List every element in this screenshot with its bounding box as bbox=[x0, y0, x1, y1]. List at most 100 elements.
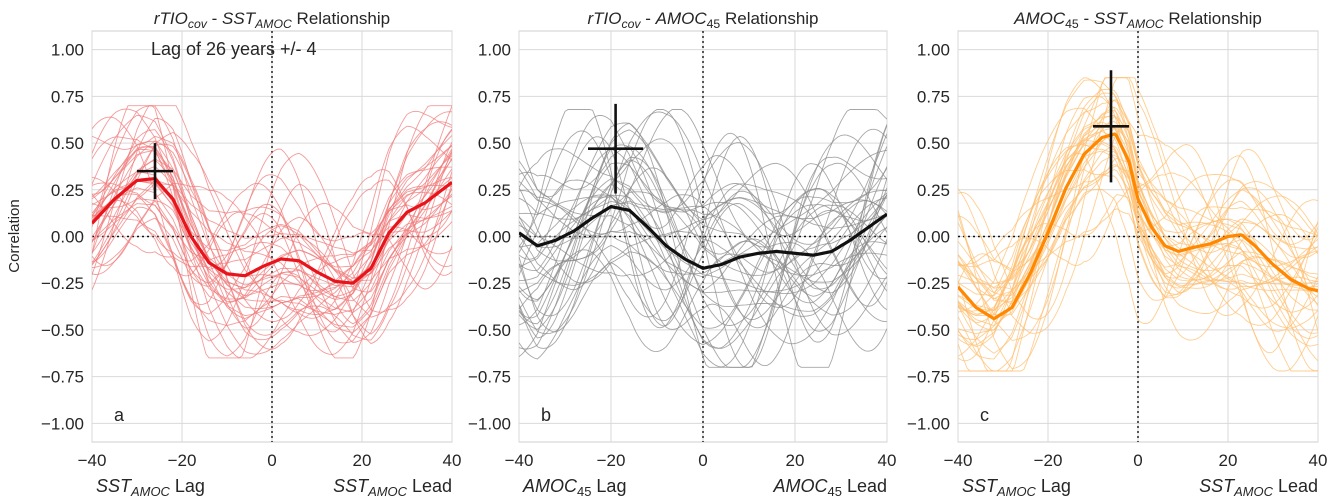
ensemble-member-line bbox=[92, 110, 452, 357]
ensemble-member-line bbox=[519, 192, 887, 295]
y-tick-label: 0.50 bbox=[51, 134, 84, 153]
panel-title-part: - bbox=[641, 9, 656, 28]
x-label-lag: AMOC45 Lag bbox=[522, 476, 626, 496]
panel-title-part: rTIO bbox=[154, 9, 188, 28]
ensemble-member-line bbox=[519, 109, 887, 353]
ensemble-member-line bbox=[92, 105, 452, 359]
y-tick-label: 0.50 bbox=[478, 134, 511, 153]
y-tick-label: −0.75 bbox=[468, 368, 511, 387]
y-tick-label: 1.00 bbox=[51, 41, 84, 60]
x-label-lag: SSTAMOC Lag bbox=[962, 476, 1071, 496]
y-tick-label: 1.00 bbox=[917, 41, 950, 60]
y-tick-label: −1.00 bbox=[468, 414, 511, 433]
ensemble-member-line bbox=[92, 140, 452, 323]
y-tick-label: −0.50 bbox=[41, 321, 84, 340]
x-label-lead-part: Lead bbox=[842, 476, 887, 496]
y-tick-label: −1.00 bbox=[41, 414, 84, 433]
panel-title-part: rTIO bbox=[587, 9, 621, 28]
ensemble-member-line bbox=[92, 146, 452, 302]
ensemble-member-line bbox=[92, 187, 452, 344]
panel-letter: a bbox=[114, 405, 125, 425]
ensemble-member-line bbox=[92, 157, 452, 328]
ensemble-mean-line bbox=[958, 132, 1318, 321]
x-label-lead-part: Lead bbox=[1273, 476, 1318, 496]
ensemble-member-line bbox=[519, 167, 887, 332]
y-tick-label: 0.25 bbox=[51, 181, 84, 200]
panel-title: rTIOcov - AMOC45 Relationship bbox=[587, 9, 818, 31]
ensemble-member-line bbox=[958, 106, 1318, 317]
ensemble-member-line bbox=[958, 77, 1318, 346]
panel-title-part: 45 bbox=[1065, 17, 1079, 31]
ensemble-member-line bbox=[958, 150, 1318, 299]
panel-title: rTIOcov - SSTAMOC Relationship bbox=[154, 9, 390, 31]
ensemble-member-line bbox=[958, 174, 1318, 300]
ensemble-member-line bbox=[92, 174, 452, 305]
ensemble-member-line bbox=[92, 116, 452, 342]
x-tick-label: −20 bbox=[1034, 451, 1063, 470]
ensemble-member-line bbox=[519, 146, 887, 297]
x-label-lag-part: SST bbox=[96, 476, 133, 496]
x-tick-label: −40 bbox=[944, 451, 973, 470]
ensemble-member-line bbox=[958, 179, 1318, 372]
ensemble-member-line bbox=[519, 134, 887, 368]
ensemble-member-line bbox=[92, 128, 452, 335]
panel-title-part: Relationship bbox=[720, 9, 818, 28]
x-label-lag-part: Lag bbox=[591, 476, 626, 496]
y-tick-label: 0.50 bbox=[917, 134, 950, 153]
y-tick-label: −0.25 bbox=[41, 274, 84, 293]
x-label-lead: AMOC45 Lead bbox=[773, 476, 887, 496]
ensemble-member-line bbox=[519, 155, 887, 339]
y-tick-label: 0.75 bbox=[478, 87, 511, 106]
x-tick-label: 20 bbox=[353, 451, 372, 470]
x-label-lead-part: AMOC bbox=[367, 484, 408, 496]
ensemble-member-line bbox=[92, 129, 452, 319]
x-label-lag-part: SST bbox=[962, 476, 999, 496]
ensemble-member-line bbox=[958, 77, 1318, 370]
ensemble-member-line bbox=[519, 224, 887, 283]
panel-title: AMOC45 - SSTAMOC Relationship bbox=[1013, 9, 1262, 31]
ensemble-member-line bbox=[519, 114, 887, 329]
ensemble-member-line bbox=[92, 187, 452, 300]
ensemble-member-line bbox=[958, 121, 1318, 311]
ensemble-member-line bbox=[519, 144, 887, 349]
x-tick-label: 20 bbox=[786, 451, 805, 470]
ensemble-member-line bbox=[958, 152, 1318, 333]
y-tick-label: −0.75 bbox=[41, 368, 84, 387]
lag-annotation: Lag of 26 years +/- 4 bbox=[151, 39, 317, 59]
ensemble-member-line bbox=[519, 203, 887, 333]
y-tick-label: 0.00 bbox=[478, 228, 511, 247]
y-tick-label: −0.25 bbox=[907, 274, 950, 293]
x-tick-label: −40 bbox=[78, 451, 107, 470]
panel-title-part: AMOC bbox=[1013, 9, 1066, 28]
x-tick-label: −20 bbox=[597, 451, 626, 470]
ensemble-member-line bbox=[519, 194, 887, 294]
panel-title-part: Relationship bbox=[292, 9, 390, 28]
ensemble-member-line bbox=[519, 196, 887, 277]
y-tick-label: −0.75 bbox=[907, 368, 950, 387]
x-label-lead-part: SST bbox=[333, 476, 370, 496]
ensemble-member-line bbox=[958, 164, 1318, 372]
x-label-lead: SSTAMOC Lead bbox=[1199, 476, 1318, 496]
panel-title-part: 45 bbox=[707, 17, 721, 31]
x-tick-label: 0 bbox=[698, 451, 707, 470]
ensemble-member-line bbox=[958, 127, 1318, 289]
x-tick-label: 40 bbox=[443, 451, 462, 470]
panel-title-part: SST bbox=[1094, 9, 1129, 28]
ensemble-member-line bbox=[519, 124, 887, 343]
y-tick-label: 0.75 bbox=[51, 87, 84, 106]
y-axis-label: Correlation bbox=[6, 199, 23, 272]
panel-title-part: cov bbox=[188, 17, 208, 31]
y-tick-label: 0.00 bbox=[51, 228, 84, 247]
x-label-lag-part: AMOC bbox=[522, 476, 578, 496]
ensemble-member-line bbox=[519, 163, 887, 368]
panel-b: 1.00 0.75 0.50 0.25 0.00 −0.25 −0.50 −0.75 −1.00… bbox=[468, 9, 896, 496]
ensemble-member-line bbox=[519, 109, 887, 321]
ensemble-member-line bbox=[92, 168, 452, 333]
ensemble-member-line bbox=[92, 155, 452, 333]
x-label-lead-part: Lead bbox=[407, 476, 452, 496]
x-label-lag-part: Lag bbox=[170, 476, 205, 496]
panel-letter: c bbox=[980, 405, 989, 425]
x-tick-label: 0 bbox=[267, 451, 276, 470]
x-label-lag-part: AMOC bbox=[996, 484, 1037, 496]
